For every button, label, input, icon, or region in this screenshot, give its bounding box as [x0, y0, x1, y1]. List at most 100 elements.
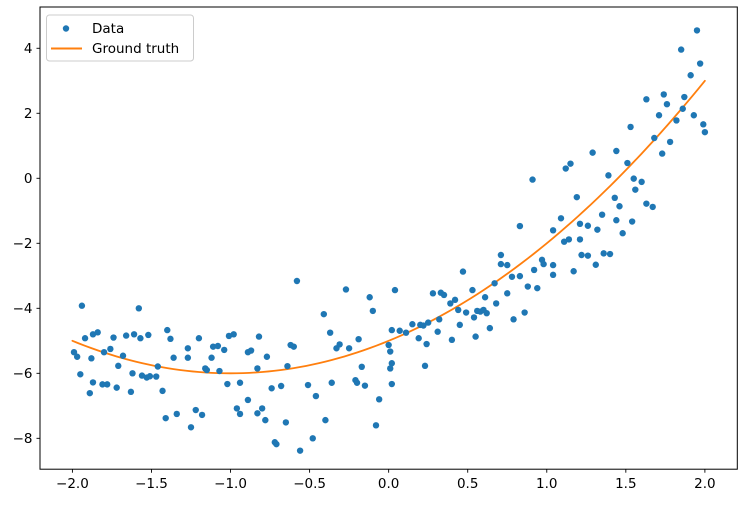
- data-point: [320, 310, 328, 318]
- data-point: [145, 331, 152, 339]
- data-point: [540, 260, 547, 268]
- data-point: [549, 261, 557, 269]
- data-point: [77, 371, 84, 378]
- data-point: [624, 159, 631, 167]
- data-point: [375, 396, 383, 403]
- x-tick-label: 1.0: [536, 476, 557, 492]
- data-point: [209, 343, 217, 350]
- data-point: [584, 252, 592, 259]
- data-point: [632, 186, 639, 193]
- data-point: [492, 300, 500, 307]
- data-point: [127, 388, 135, 396]
- legend-label-data: Data: [92, 21, 124, 37]
- data-point: [504, 290, 511, 297]
- data-point: [119, 352, 127, 359]
- data-point: [221, 346, 228, 354]
- data-point: [483, 309, 490, 317]
- data-point: [198, 411, 206, 419]
- data-point: [472, 333, 479, 340]
- data-point: [255, 333, 263, 340]
- data-point: [649, 203, 656, 211]
- data-point: [122, 332, 130, 339]
- data-point: [448, 336, 456, 344]
- data-point: [170, 354, 177, 361]
- data-points: [70, 27, 709, 454]
- data-point: [565, 236, 573, 243]
- data-point: [462, 309, 470, 316]
- data-point: [701, 128, 709, 136]
- data-point: [203, 366, 211, 374]
- x-tick-label: −0.5: [293, 476, 326, 492]
- data-point: [372, 422, 380, 429]
- data-point: [322, 416, 329, 424]
- y-tick-label: 0: [24, 171, 33, 187]
- data-point: [247, 347, 255, 354]
- y-tick-label: −2: [13, 236, 33, 252]
- data-point: [167, 335, 174, 343]
- data-point: [549, 271, 557, 279]
- x-tick-label: 0.0: [378, 476, 399, 492]
- data-point: [508, 273, 516, 280]
- data-point: [345, 345, 353, 352]
- data-point: [409, 321, 416, 328]
- data-point: [584, 222, 592, 229]
- data-point: [369, 307, 377, 315]
- data-point: [154, 363, 161, 370]
- data-point: [358, 363, 365, 371]
- data-point: [578, 251, 585, 259]
- data-point: [277, 382, 285, 390]
- data-point: [421, 362, 429, 370]
- data-point: [630, 175, 637, 182]
- y-tick-label: 2: [24, 106, 33, 122]
- y-tick-label: 4: [24, 41, 33, 57]
- data-point: [660, 91, 667, 98]
- data-point: [436, 316, 443, 323]
- data-point: [497, 251, 505, 259]
- data-point: [693, 27, 701, 34]
- curve-path: [71, 79, 706, 375]
- x-tick-label: −1.0: [214, 476, 247, 492]
- data-point: [504, 261, 511, 269]
- data-point: [681, 93, 688, 101]
- data-point: [696, 60, 704, 67]
- data-point: [497, 260, 505, 268]
- data-point: [557, 215, 565, 222]
- data-point: [655, 112, 663, 119]
- x-axis-ticks: −2.0 −1.5 −1.0 −0.5 0.0 0.5 1.0 1.5 2.0: [56, 469, 716, 492]
- data-point: [273, 440, 280, 448]
- data-point: [391, 286, 399, 294]
- ground-truth-curve: [71, 79, 706, 375]
- data-point: [86, 389, 94, 397]
- y-tick-label: −4: [13, 301, 33, 317]
- data-point: [254, 410, 261, 417]
- data-point: [216, 367, 223, 375]
- data-point: [576, 220, 584, 227]
- data-point: [366, 294, 373, 301]
- data-point: [700, 121, 707, 128]
- data-point: [73, 353, 81, 360]
- data-point: [396, 327, 403, 334]
- x-tick-label: 2.0: [694, 476, 715, 492]
- data-point: [110, 334, 117, 341]
- x-tick-label: −2.0: [56, 476, 89, 492]
- data-point: [524, 283, 531, 290]
- data-point: [486, 324, 494, 332]
- data-point: [429, 290, 437, 297]
- data-point: [214, 342, 222, 350]
- data-point: [562, 165, 569, 172]
- data-point: [456, 321, 463, 329]
- plot-area: [40, 7, 738, 470]
- data-point: [690, 112, 698, 119]
- data-point: [146, 373, 154, 380]
- data-point: [290, 343, 297, 350]
- data-point: [195, 335, 203, 342]
- data-point: [296, 447, 304, 454]
- data-point: [153, 373, 160, 380]
- data-point: [530, 266, 538, 274]
- data-point: [611, 194, 618, 201]
- data-point: [451, 296, 459, 304]
- data-point: [113, 384, 120, 391]
- x-tick-label: 1.5: [615, 476, 636, 492]
- legend-marker-dot: [62, 25, 70, 32]
